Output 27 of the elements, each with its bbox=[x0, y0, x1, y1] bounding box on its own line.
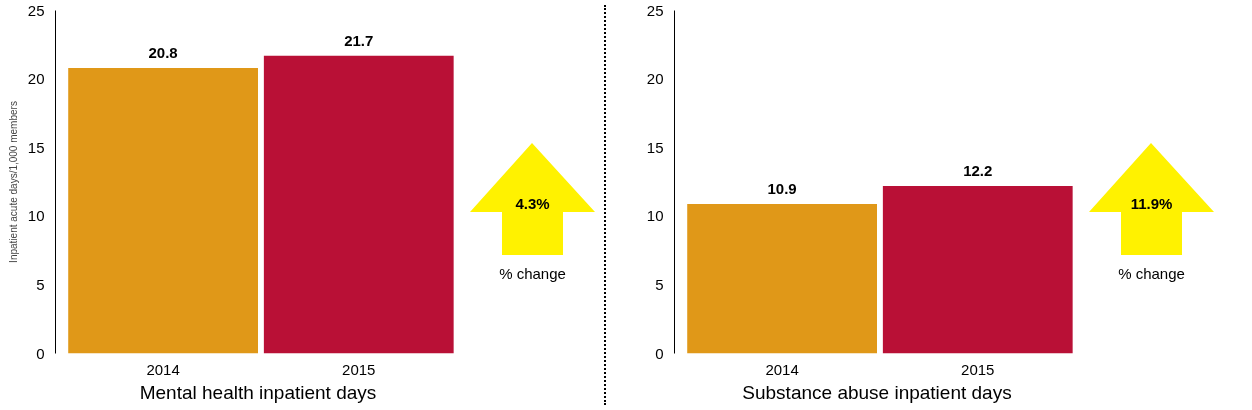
data-label: 10.9 bbox=[767, 179, 797, 197]
x-tick-label: 2015 bbox=[961, 360, 995, 378]
data-label: 21.7 bbox=[344, 31, 374, 49]
y-tick-label: 25 bbox=[27, 1, 45, 19]
text: 4.3% bbox=[514, 194, 551, 214]
y-tick-label: 15 bbox=[646, 138, 664, 156]
y-tick-label: 25 bbox=[646, 1, 664, 19]
x-tick-label: 2014 bbox=[146, 360, 180, 378]
y-tick-label: 20 bbox=[646, 70, 664, 88]
y-tick-label: 5 bbox=[36, 275, 45, 293]
x-tick-label: 2014 bbox=[765, 360, 799, 378]
x-tick-label: 2015 bbox=[342, 360, 376, 378]
y-tick-label: 20 bbox=[27, 70, 45, 88]
data-label: 12.2 bbox=[963, 162, 993, 180]
data-label: 20.8 bbox=[148, 44, 178, 62]
text: % change bbox=[1117, 264, 1186, 284]
y-tick-label: 0 bbox=[655, 344, 664, 362]
y-tick-label: 10 bbox=[27, 207, 45, 225]
y-tick-label: 0 bbox=[36, 344, 45, 362]
y-tick-label: 15 bbox=[27, 138, 45, 156]
y-tick-label: 5 bbox=[655, 275, 664, 293]
x-axis-title: Mental health inpatient days bbox=[139, 381, 377, 403]
y-tick-label: 10 bbox=[646, 207, 664, 225]
text: % change bbox=[498, 264, 567, 284]
x-axis-title: Substance abuse inpatient days bbox=[742, 381, 1012, 403]
text: 11.9% bbox=[1129, 194, 1174, 214]
y-axis-title: Inpatient acute days/1,000 members bbox=[7, 101, 19, 263]
